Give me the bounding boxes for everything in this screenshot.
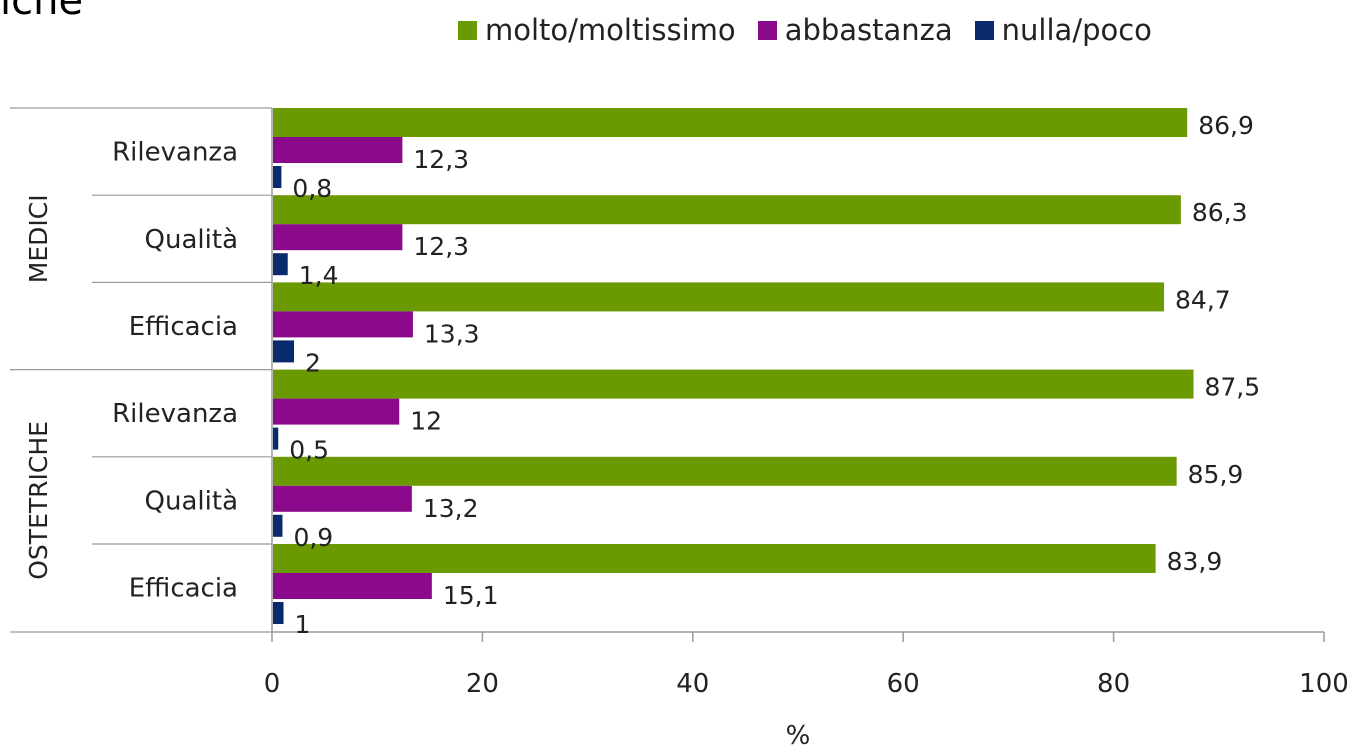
group-label: OSTETRICHE <box>24 421 53 580</box>
bar <box>273 340 295 363</box>
data-label: 1 <box>295 610 311 639</box>
cropped-title-text: iche <box>0 0 84 24</box>
category-label: Qualità <box>145 486 238 516</box>
legend-label-molto: molto/moltissimo <box>485 13 736 47</box>
data-label: 1,4 <box>299 261 339 290</box>
data-label: 2 <box>305 348 321 377</box>
x-tick-label: 60 <box>887 669 920 699</box>
bar <box>273 573 432 599</box>
x-tick-label: 40 <box>676 669 709 699</box>
bar <box>273 166 282 188</box>
bar <box>273 224 403 251</box>
x-axis-title: % <box>786 721 811 747</box>
legend-item-abbastanza: abbastanza <box>757 13 953 47</box>
legend-swatch-molto <box>458 20 477 40</box>
x-tick-label: 20 <box>466 669 499 699</box>
data-label: 84,7 <box>1175 285 1231 314</box>
bar <box>273 456 1177 486</box>
bar <box>273 398 400 425</box>
data-label: 12 <box>410 407 442 436</box>
data-label: 87,5 <box>1205 373 1261 402</box>
chart-legend: molto/moltissimo abbastanza nulla/poco <box>458 10 1152 50</box>
data-label: 0,8 <box>292 174 332 203</box>
legend-label-nulla: nulla/poco <box>1001 13 1152 47</box>
category-label: Rilevanza <box>112 138 238 168</box>
data-label: 13,2 <box>423 494 479 523</box>
bar <box>273 369 1194 399</box>
bar <box>273 311 413 338</box>
legend-item-molto: molto/moltissimo <box>458 13 736 47</box>
data-label: 0,5 <box>289 436 329 465</box>
legend-label-abbastanza: abbastanza <box>784 13 953 47</box>
x-tick-label: 80 <box>1097 669 1130 699</box>
category-label: Efficacia <box>129 574 238 604</box>
category-label: Rilevanza <box>112 399 238 429</box>
group-label: MEDICI <box>24 194 53 283</box>
x-tick-label: 100 <box>1299 669 1349 699</box>
data-label: 0,9 <box>293 523 333 552</box>
data-label: 13,3 <box>424 319 480 348</box>
data-label: 15,1 <box>443 581 499 610</box>
bar <box>273 544 1156 573</box>
bar <box>273 514 283 537</box>
bar <box>273 137 403 163</box>
bar <box>273 282 1165 312</box>
legend-item-nulla: nulla/poco <box>974 13 1152 47</box>
bar <box>273 253 288 276</box>
legend-swatch-nulla <box>974 20 994 40</box>
bar <box>273 427 279 450</box>
legend-swatch-abbastanza <box>757 20 777 40</box>
bar <box>273 195 1181 225</box>
data-label: 12,3 <box>413 232 469 261</box>
bar <box>273 602 284 624</box>
bar <box>273 485 412 512</box>
category-label: Efficacia <box>129 312 238 342</box>
x-tick-label: 0 <box>264 669 281 699</box>
data-label: 85,9 <box>1188 460 1244 489</box>
category-label: Qualità <box>145 225 238 255</box>
bar <box>273 108 1188 137</box>
data-label: 86,9 <box>1198 111 1254 140</box>
data-label: 83,9 <box>1167 547 1223 576</box>
data-label: 12,3 <box>413 145 469 174</box>
data-label: 86,3 <box>1192 198 1248 227</box>
